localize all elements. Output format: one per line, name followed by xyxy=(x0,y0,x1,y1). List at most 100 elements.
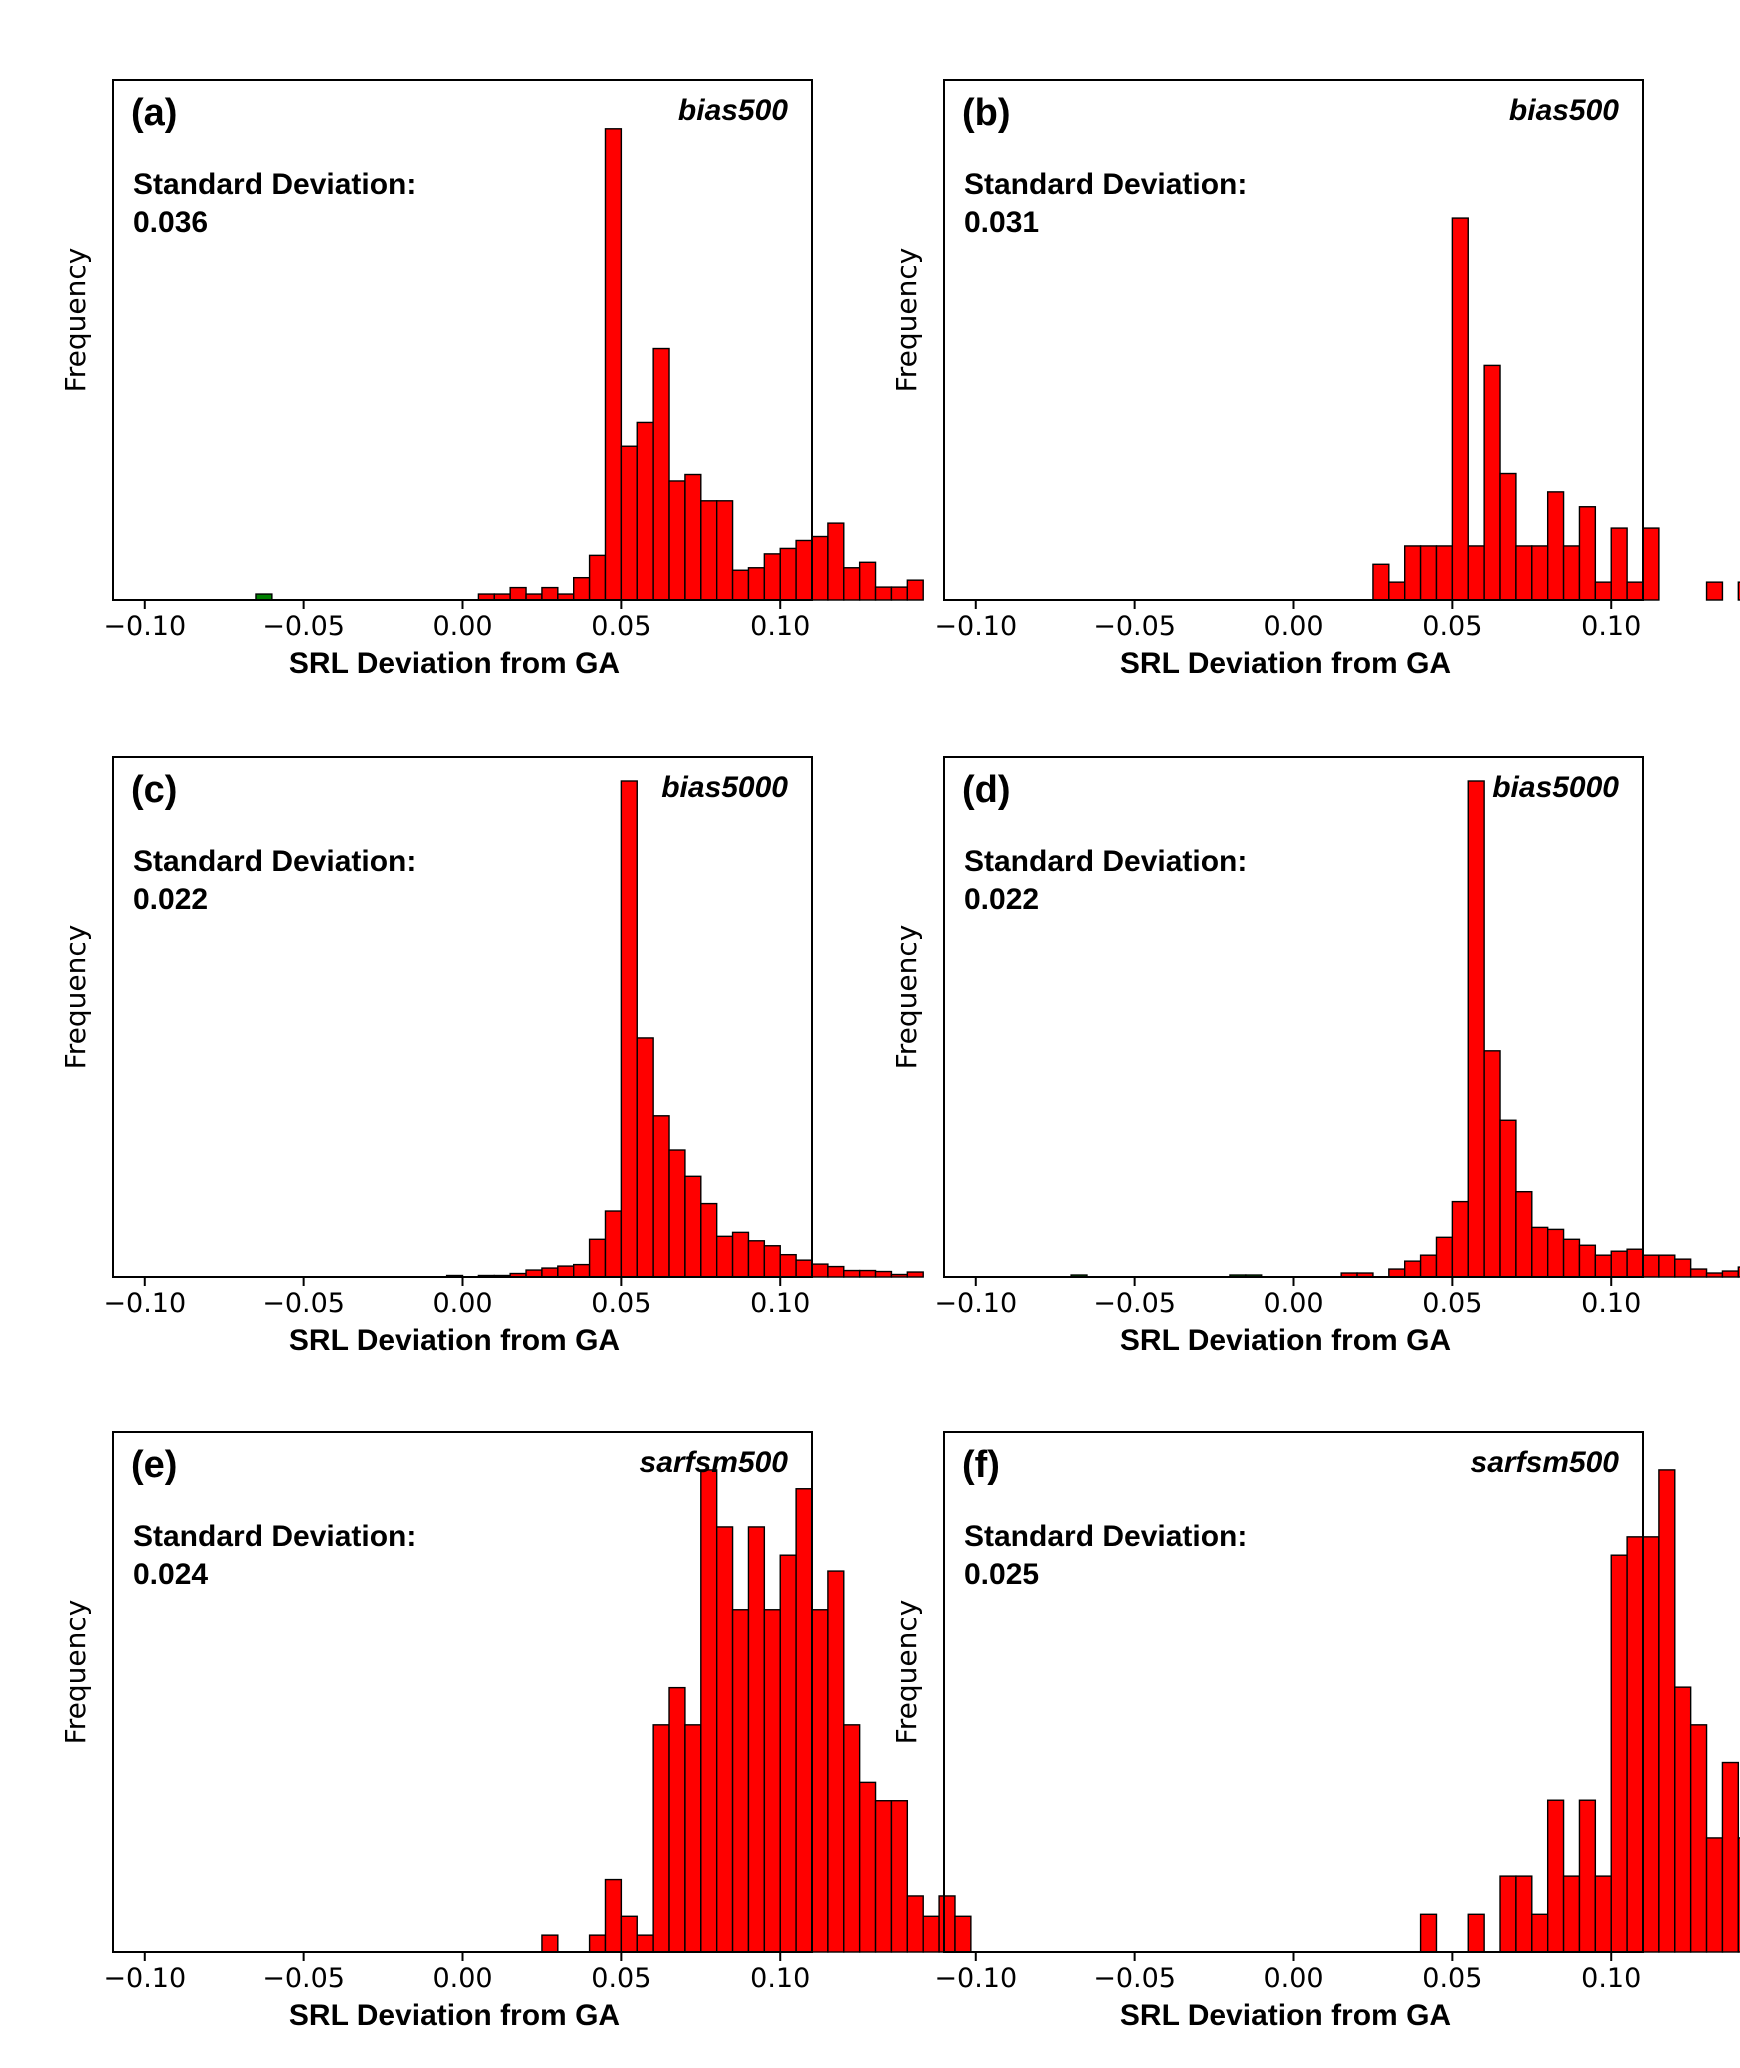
histogram-panel-e: −0.10 −0.05 0.00 0.05 0.10 SRL Deviation from… xyxy=(59,1431,972,2032)
histogram-bar xyxy=(668,480,686,601)
histogram-bar xyxy=(1594,1254,1612,1278)
x-tick-label: 0.00 xyxy=(1263,1963,1323,1994)
histogram-bar xyxy=(509,586,527,601)
histogram-bar xyxy=(1578,506,1597,601)
histogram-bar xyxy=(731,569,750,601)
histogram-bar xyxy=(1562,1875,1581,1953)
histogram-bar xyxy=(1403,1260,1422,1278)
histogram-bar xyxy=(954,1915,972,1953)
histogram-bar xyxy=(1483,1050,1501,1278)
histogram-bar xyxy=(1689,1268,1708,1278)
std-dev-label: Standard Deviation: xyxy=(964,1520,1247,1553)
histogram-bar xyxy=(700,1469,718,1953)
histogram-bar xyxy=(541,1267,559,1278)
x-tick-label: 0.10 xyxy=(1581,611,1641,642)
histogram-bar xyxy=(715,500,734,601)
histogram-panel-a: −0.10 −0.05 0.00 0.05 0.10 SRL Deviation from… xyxy=(59,79,924,680)
histogram-bar xyxy=(1642,1536,1660,1953)
histogram-bar xyxy=(1546,491,1565,601)
panel-label: (f) xyxy=(962,1444,1000,1486)
histogram-bar xyxy=(890,1273,909,1278)
histogram-bar xyxy=(1674,1686,1692,1953)
histogram-bar xyxy=(1435,545,1454,601)
histogram-bar xyxy=(763,1245,781,1278)
histogram-bar xyxy=(747,567,766,601)
histogram-bar xyxy=(1419,545,1438,601)
histogram-bar xyxy=(525,1269,543,1278)
method-label: bias5000 xyxy=(1492,771,1619,804)
histogram-bar xyxy=(1467,1913,1485,1953)
histogram-bar xyxy=(1642,1254,1660,1278)
histogram-bar xyxy=(843,1269,861,1278)
histogram-bar xyxy=(1419,1913,1438,1953)
std-dev-label: Standard Deviation: xyxy=(964,168,1247,201)
histogram-bar xyxy=(858,1781,877,1953)
method-label: sarfsm500 xyxy=(1471,1446,1620,1479)
axes-frame xyxy=(943,756,1644,1278)
histogram-bar xyxy=(1531,545,1549,601)
histogram-bar xyxy=(843,567,861,601)
histogram-bar xyxy=(715,1235,734,1278)
histogram-bar xyxy=(906,1895,924,1953)
y-axis-label: Frequency xyxy=(890,1600,923,1745)
histogram-bar xyxy=(1626,1248,1644,1278)
axes-frame xyxy=(943,79,1644,601)
x-tick-label: 0.00 xyxy=(432,1288,492,1319)
histogram-bar xyxy=(1562,545,1581,601)
histogram-bar xyxy=(1610,527,1628,601)
histogram-bar xyxy=(1515,1875,1533,1953)
histogram-bar xyxy=(795,539,813,601)
x-tick-label: −0.10 xyxy=(934,611,1017,642)
histogram-bar xyxy=(1467,545,1485,601)
std-dev-value: 0.024 xyxy=(133,1558,208,1591)
histogram-bar xyxy=(747,1240,766,1278)
histogram-bar xyxy=(1705,581,1724,601)
x-axis-label: SRL Deviation from GA xyxy=(1120,647,1451,680)
histogram-bar xyxy=(811,535,829,601)
x-tick-label: 0.00 xyxy=(432,611,492,642)
method-label: sarfsm500 xyxy=(640,1446,789,1479)
x-axis-label: SRL Deviation from GA xyxy=(289,1999,620,2032)
x-tick-label: 0.00 xyxy=(432,1963,492,1994)
histogram-bar xyxy=(811,1609,829,1953)
x-tick-label: −0.10 xyxy=(103,1288,186,1319)
histogram-bar xyxy=(731,1231,750,1278)
x-tick-label: 0.10 xyxy=(1581,1288,1641,1319)
histogram-bar xyxy=(684,1724,702,1953)
x-axis-label: SRL Deviation from GA xyxy=(1120,1999,1451,2032)
histogram-bar xyxy=(636,421,654,601)
histogram-bar xyxy=(1737,581,1740,601)
histogram-bar xyxy=(1515,1190,1533,1278)
histogram-bar xyxy=(779,547,797,601)
histogram-bar xyxy=(858,561,877,601)
histogram-bar xyxy=(1435,1236,1454,1278)
std-dev-value: 0.036 xyxy=(133,206,208,239)
x-tick-label: −0.10 xyxy=(934,1963,1017,1994)
histogram-bar xyxy=(588,554,607,601)
std-dev-value: 0.031 xyxy=(964,206,1039,239)
histogram-bar xyxy=(731,1609,750,1953)
x-tick-label: 0.10 xyxy=(750,1288,810,1319)
y-axis-label: Frequency xyxy=(59,248,92,393)
histogram-bar xyxy=(1372,563,1390,601)
x-tick-label: −0.05 xyxy=(262,1963,345,1994)
std-dev-label: Standard Deviation: xyxy=(133,845,416,878)
histogram-bar xyxy=(588,1934,607,1953)
histogram-bar xyxy=(874,1270,893,1278)
histogram-bar xyxy=(1594,581,1612,601)
panel-label: (c) xyxy=(131,769,177,811)
panel-label: (b) xyxy=(962,92,1011,134)
histogram-bar xyxy=(620,1915,638,1953)
histogram-bar xyxy=(604,1878,623,1953)
histogram-panel-c: −0.10 −0.05 0.00 0.05 0.10 SRL Deviation from… xyxy=(59,756,924,1357)
histogram-bar xyxy=(938,1895,956,1953)
histogram-bar xyxy=(811,1263,829,1278)
histogram-bar xyxy=(1721,1761,1740,1953)
x-tick-label: −0.05 xyxy=(262,1288,345,1319)
x-tick-label: 0.05 xyxy=(591,1288,651,1319)
x-tick-label: 0.05 xyxy=(1422,1288,1482,1319)
histogram-bar xyxy=(890,1800,909,1953)
histogram-bar xyxy=(827,522,845,601)
x-tick-label: 0.05 xyxy=(1422,611,1482,642)
x-tick-label: 0.10 xyxy=(750,1963,810,1994)
